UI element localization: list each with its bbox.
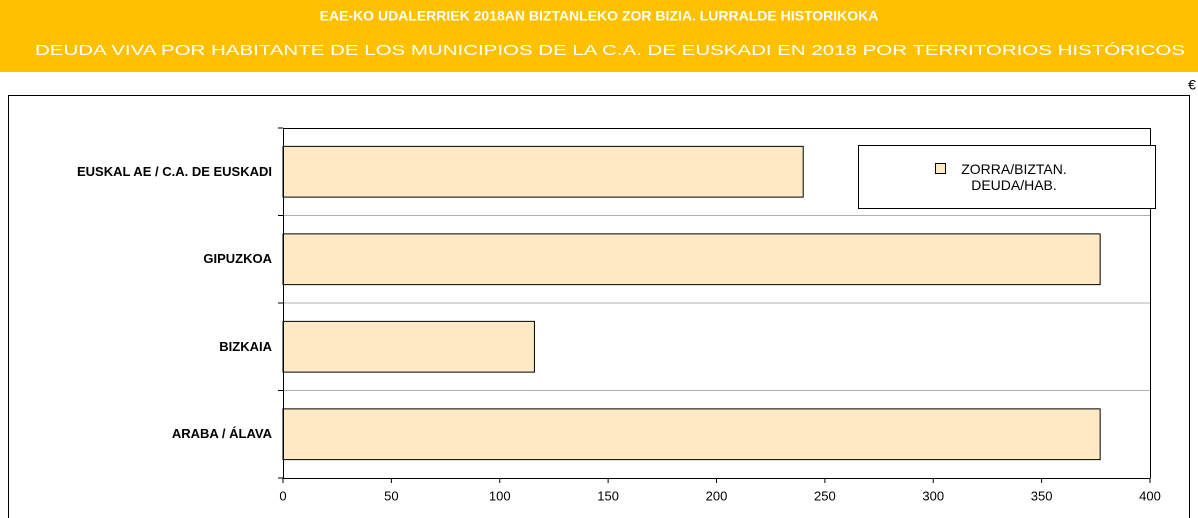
x-tick-label: 200 — [706, 488, 728, 503]
bar — [282, 233, 1101, 286]
y-tick-label-box: ARABA / ÁLAVA — [52, 414, 272, 454]
x-tick-label: 300 — [922, 488, 944, 503]
chart-border — [8, 95, 1190, 518]
y-tick-label: BIZKAIA — [219, 338, 272, 354]
x-tick-label: 50 — [384, 488, 398, 503]
x-tick-label: 150 — [597, 488, 619, 503]
legend-swatch — [935, 163, 946, 174]
unit-label: € — [1188, 77, 1196, 93]
y-tick-label: ARABA / ÁLAVA — [171, 426, 272, 442]
bar — [282, 320, 535, 373]
y-tick-label: GIPUZKOA — [203, 251, 272, 267]
bar — [282, 145, 804, 198]
x-tick-label: 350 — [1031, 488, 1053, 503]
legend-label: ZORRA/BIZTAN. DEUDA/HAB. — [961, 161, 1067, 193]
y-tick-label-box: EUSKAL AE / C.A. DE EUSKADI — [52, 152, 272, 192]
bar — [282, 408, 1101, 461]
x-tick-label: 400 — [1139, 488, 1161, 503]
chart-title: EAE-KO UDALERRIEK 2018AN BIZTANLEKO ZOR … — [320, 8, 879, 24]
x-tick-label: 100 — [489, 488, 511, 503]
x-tick-label: 0 — [279, 488, 286, 503]
y-tick-label-box: GIPUZKOA — [52, 239, 272, 279]
y-tick-label: EUSKAL AE / C.A. DE EUSKADI — [76, 163, 272, 179]
y-tick-label-box: BIZKAIA — [52, 327, 272, 367]
chart-subtitle: DEUDA VIVA POR HABITANTE DE LOS MUNICIPI… — [35, 42, 1185, 59]
legend: ZORRA/BIZTAN. DEUDA/HAB. — [858, 145, 1156, 209]
x-tick-label: 250 — [814, 488, 836, 503]
header-band — [0, 0, 1198, 72]
